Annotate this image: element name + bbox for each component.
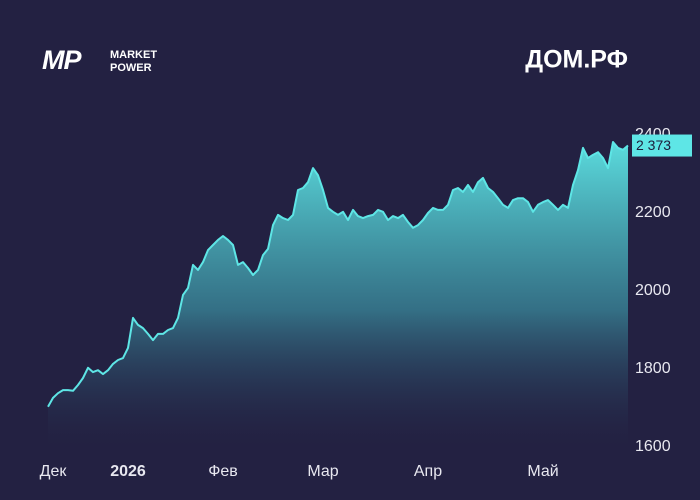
y-tick-label: 2200: [635, 204, 671, 221]
x-tick-label: Май: [527, 463, 558, 480]
x-tick-label: Фев: [208, 463, 238, 480]
x-tick-label: 2026: [110, 463, 146, 480]
x-tick-label: Апр: [414, 463, 442, 480]
y-tick-label: 2000: [635, 282, 671, 299]
last-value-label: 2 373: [636, 137, 671, 153]
x-tick-label: Дек: [40, 463, 68, 480]
price-line: [47, 141, 629, 408]
logo-mark: MP: [42, 45, 82, 75]
y-tick-label: 1800: [635, 360, 671, 377]
brand-line: POWER: [110, 62, 152, 74]
chart-title: ДОМ.РФ: [525, 46, 628, 74]
area-fill: [48, 142, 628, 447]
brand-line: MARKET: [110, 49, 157, 61]
y-tick-label: 1600: [635, 438, 671, 455]
last-value-box: [632, 134, 692, 157]
x-tick-label: Мар: [307, 463, 338, 480]
